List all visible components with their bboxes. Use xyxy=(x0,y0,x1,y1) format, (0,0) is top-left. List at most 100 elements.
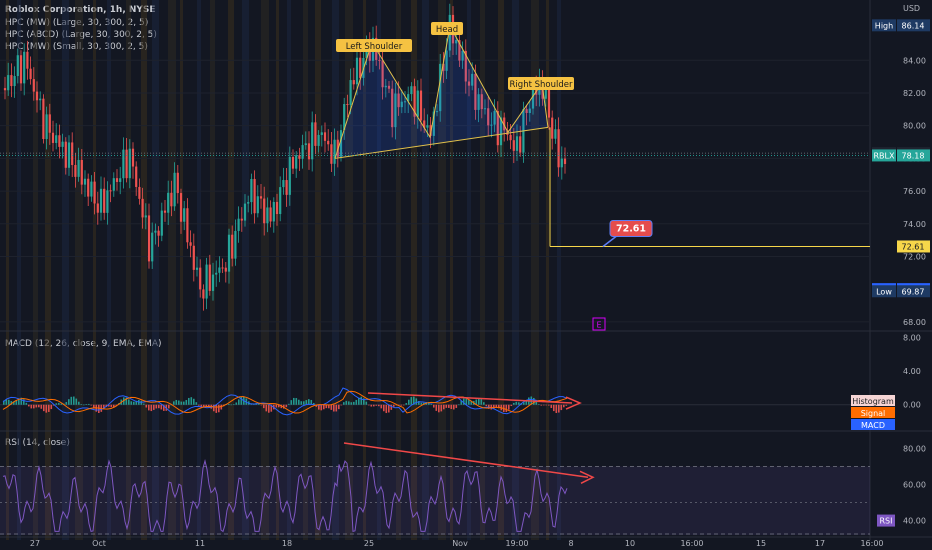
session-stripe xyxy=(276,0,279,540)
macd-histogram-bar xyxy=(403,404,405,406)
candle-body xyxy=(176,172,179,194)
macd-pane-label[interactable]: MACD (12, 26, close, 9, EMA, EMA) xyxy=(5,339,162,349)
macd-histogram-bar xyxy=(370,404,373,407)
rsi-tick-label: 80.00 xyxy=(903,444,926,453)
candle-body xyxy=(531,87,535,109)
candle-body xyxy=(77,160,80,177)
candle-body xyxy=(455,40,458,44)
macd-histogram-bar xyxy=(510,404,513,407)
neckline xyxy=(334,126,549,159)
candle-body xyxy=(435,111,439,113)
rsi-divergence-line xyxy=(343,442,589,479)
candle-body xyxy=(71,142,74,165)
price-marker-value: 69.87 xyxy=(902,287,925,296)
time-tick-label: 8 xyxy=(568,539,573,548)
macd-histogram-bar xyxy=(275,404,278,408)
session-stripe xyxy=(228,0,234,540)
candle-body xyxy=(48,114,51,133)
macd-histogram-bar xyxy=(398,404,400,406)
candle-body xyxy=(343,104,346,131)
candle-body xyxy=(339,130,343,157)
candle-body xyxy=(173,172,176,207)
macd-histogram-bar xyxy=(70,396,73,405)
macd-histogram-bar xyxy=(413,396,415,405)
price-tick-label: 72.00 xyxy=(903,252,926,261)
candle-body xyxy=(218,267,221,273)
macd-histogram-bar xyxy=(433,404,435,408)
candle-body xyxy=(93,181,96,204)
macd-histogram-bar xyxy=(523,402,525,405)
candle-body xyxy=(83,178,87,185)
candle-body xyxy=(269,207,272,222)
price-marker-tag-box xyxy=(872,285,896,298)
candle-body xyxy=(432,111,435,136)
candle-body xyxy=(445,50,448,71)
macd-histogram-bar xyxy=(320,404,323,411)
macd-histogram-bar xyxy=(153,404,155,410)
candle-body xyxy=(311,122,314,160)
macd-histogram-bar xyxy=(140,400,143,405)
candle-body xyxy=(231,234,234,259)
price-tick-label: 84.00 xyxy=(903,56,926,65)
macd-histogram-bar xyxy=(498,404,500,409)
macd-histogram-bar xyxy=(325,404,328,409)
macd-histogram-bar xyxy=(278,404,280,408)
session-stripe xyxy=(303,0,308,540)
time-tick-label: 15 xyxy=(756,539,766,548)
price-tick-label: 68.00 xyxy=(903,318,926,327)
price-tick-label: 76.00 xyxy=(903,187,926,196)
time-tick-label: Nov xyxy=(452,539,468,548)
session-stripe xyxy=(345,0,353,540)
macd-histogram-bar xyxy=(183,401,185,405)
candle-body xyxy=(490,124,493,126)
session-stripe xyxy=(363,0,366,540)
session-stripe xyxy=(6,0,9,540)
macd-histogram-bar xyxy=(295,398,298,405)
macd-histogram-bar xyxy=(470,401,473,405)
macd-tick-label: 4.00 xyxy=(903,367,921,376)
macd-histogram-bar xyxy=(40,404,43,409)
macd-histogram-bar xyxy=(265,404,268,412)
macd-histogram-bar xyxy=(310,399,313,405)
macd-histogram-bar xyxy=(475,399,478,405)
macd-histogram-bar xyxy=(20,397,23,405)
candle-body xyxy=(503,117,506,131)
price-marker-value-box xyxy=(897,285,930,298)
candle-body xyxy=(506,130,509,135)
pattern-label: Right Shoulder xyxy=(510,80,573,90)
macd-histogram-bar xyxy=(548,404,550,406)
macd-histogram-bar xyxy=(418,401,420,405)
session-stripe xyxy=(396,0,401,540)
macd-histogram-bar xyxy=(535,401,538,405)
macd-histogram-bar xyxy=(220,404,223,410)
candle-body xyxy=(215,272,218,275)
pattern-fill xyxy=(335,25,548,159)
macd-histogram-bar xyxy=(208,404,210,407)
price-marker-tag: High xyxy=(875,21,893,30)
macd-histogram-bar xyxy=(428,402,430,405)
macd-histogram-bar xyxy=(563,404,565,408)
candle-body xyxy=(151,232,154,262)
macd-histogram-bar xyxy=(93,404,95,409)
pattern-label-box xyxy=(508,77,574,90)
macd-histogram-bar xyxy=(45,404,48,413)
macd-histogram-bar xyxy=(315,404,318,407)
candle-body xyxy=(13,76,16,87)
candle-body xyxy=(7,75,10,91)
macd-histogram-bar xyxy=(330,404,333,410)
macd-histogram-bar xyxy=(205,404,208,407)
macd-histogram-bar xyxy=(358,397,360,405)
candle-body xyxy=(64,141,67,168)
macd-histogram-bar xyxy=(158,404,160,409)
macd-histogram-bar xyxy=(13,401,15,405)
macd-histogram-bar xyxy=(555,404,558,414)
macd-histogram-bar xyxy=(490,404,493,410)
candle-body xyxy=(307,143,311,160)
macd-histogram-bar xyxy=(460,400,463,405)
macd-histogram-bar xyxy=(455,404,458,408)
candle-body xyxy=(499,117,503,146)
session-stripe xyxy=(17,0,21,540)
candle-body xyxy=(195,267,199,270)
price-marker-tag: RBLX xyxy=(874,151,896,160)
